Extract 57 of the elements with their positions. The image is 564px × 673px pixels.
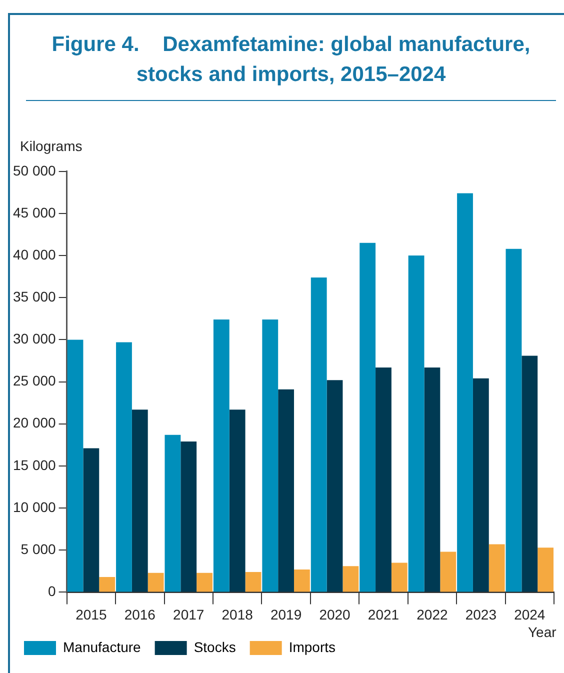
legend-label: Stocks xyxy=(194,638,236,655)
bar xyxy=(472,378,489,592)
bar xyxy=(391,562,408,592)
bar xyxy=(67,340,84,592)
x-tick-label: 2020 xyxy=(319,606,351,622)
x-tick-label: 2015 xyxy=(76,606,107,622)
x-tick-label: 2017 xyxy=(173,606,204,622)
bar xyxy=(440,552,456,592)
legend-label: Imports xyxy=(288,638,336,655)
y-tick-label: 10 000 xyxy=(12,498,56,515)
bar xyxy=(180,442,197,592)
y-axis-title: Kilograms xyxy=(20,138,82,154)
bar xyxy=(488,544,505,592)
bar xyxy=(213,320,230,592)
y-tick-label: 25 000 xyxy=(12,372,56,389)
y-tick-label: 40 000 xyxy=(12,246,56,262)
bar xyxy=(424,367,440,592)
bar xyxy=(148,572,164,592)
bar xyxy=(164,434,181,592)
y-tick-label: 30 000 xyxy=(12,330,56,347)
bar xyxy=(132,410,148,592)
x-tick-label: 2022 xyxy=(416,606,448,622)
y-tick-label: 20 000 xyxy=(12,414,56,431)
bar xyxy=(196,572,212,592)
bar xyxy=(506,248,522,592)
bar xyxy=(262,320,278,592)
chart-title: Figure 4. Dexamfetamine: global manufacture, stocks and imports, 2015–2024 xyxy=(26,30,556,101)
bar xyxy=(278,389,294,592)
bar xyxy=(116,342,132,592)
y-tick-label: 45 000 xyxy=(12,204,56,220)
y-tick-label: 50 000 xyxy=(12,162,56,178)
y-tick-label: 35 000 xyxy=(12,288,56,304)
bar xyxy=(310,277,327,592)
x-tick-label: 2021 xyxy=(368,606,400,622)
bar xyxy=(83,448,100,592)
x-tick-label: 2016 xyxy=(124,606,156,622)
bar xyxy=(294,569,310,592)
bar xyxy=(457,193,473,592)
bar xyxy=(522,356,538,592)
legend-label: Manufacture xyxy=(63,638,142,655)
bar xyxy=(245,572,262,592)
x-axis-title: Year xyxy=(528,624,556,640)
bar xyxy=(376,367,392,592)
bar xyxy=(229,410,246,592)
x-tick-label: 2024 xyxy=(514,606,546,622)
y-tick-label: 15 000 xyxy=(12,456,56,473)
bar xyxy=(99,577,116,592)
y-tick-label: 0 xyxy=(48,583,56,600)
bar xyxy=(326,380,343,592)
bar xyxy=(360,242,376,592)
bar xyxy=(342,566,359,592)
x-tick-label: 2018 xyxy=(222,606,254,622)
bar xyxy=(408,256,424,592)
x-tick-label: 2023 xyxy=(465,606,497,622)
bar xyxy=(538,548,554,592)
x-tick-label: 2019 xyxy=(270,606,302,622)
y-tick-label: 5 000 xyxy=(20,540,56,557)
